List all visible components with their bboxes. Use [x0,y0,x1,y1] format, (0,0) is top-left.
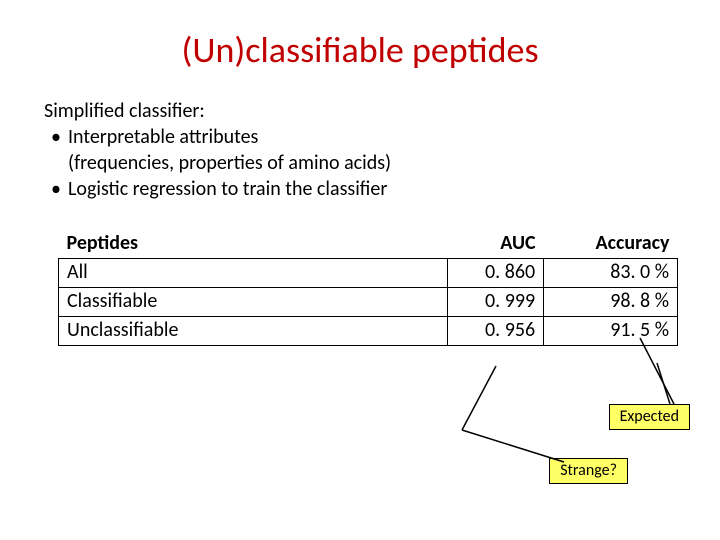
table-cell: 0. 999 [448,288,544,317]
table-row: Classifiable 0. 999 98. 8 % [59,288,678,317]
table-header-row: Peptides AUC Accuracy [59,230,678,259]
callout-strange: Strange? [549,458,628,484]
connector-line [640,338,674,404]
results-table: Peptides AUC Accuracy All 0. 860 83. 0 %… [58,230,678,346]
body-text: Simplified classifier: • Interpretable a… [44,98,676,202]
body-line: Simplified classifier: [44,98,676,124]
callout-expected: Expected [609,404,690,430]
bullet-icon: • [44,176,68,202]
body-line: Logistic regression to train the classif… [68,176,676,202]
table-cell: All [59,259,448,288]
bullet-icon: • [44,124,68,176]
body-line: Interpretable attributes [68,124,676,150]
body-bullet: • Interpretable attributes (frequencies,… [44,124,676,176]
table-header: AUC [448,230,544,259]
table-cell: 91. 5 % [544,317,678,346]
body-line: (frequencies, properties of amino acids) [68,150,676,176]
table-cell: 83. 0 % [544,259,678,288]
table-cell: Unclassifiable [59,317,448,346]
table-cell: 0. 860 [448,259,544,288]
body-bullet: • Logistic regression to train the class… [44,176,676,202]
connector-line [462,366,496,430]
table-row: Unclassifiable 0. 956 91. 5 % [59,317,678,346]
connector-line [657,363,670,404]
table-header: Accuracy [544,230,678,259]
slide: (Un)classifiable peptides Simplified cla… [0,0,720,540]
table-cell: Classifiable [59,288,448,317]
bullet-content: Logistic regression to train the classif… [68,176,676,202]
table-cell: 0. 956 [448,317,544,346]
table-cell: 98. 8 % [544,288,678,317]
table-row: All 0. 860 83. 0 % [59,259,678,288]
table-header: Peptides [59,230,448,259]
slide-title: (Un)classifiable peptides [44,28,676,72]
bullet-content: Interpretable attributes (frequencies, p… [68,124,676,176]
